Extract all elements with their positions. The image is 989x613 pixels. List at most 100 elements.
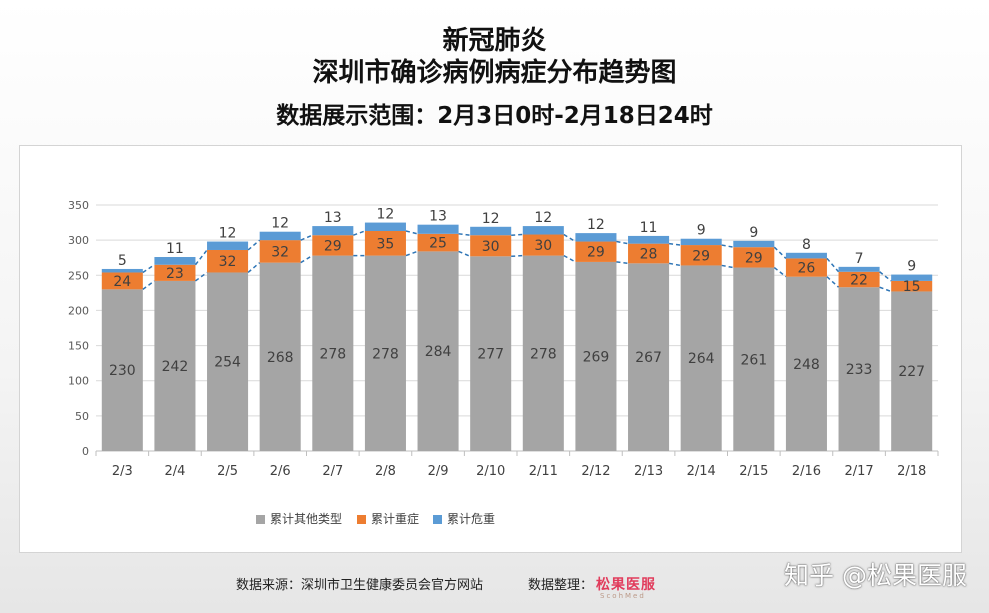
bar-segment xyxy=(785,258,827,277)
data-label: 12 xyxy=(482,211,500,227)
data-label: 28 xyxy=(640,246,658,262)
legend-swatch xyxy=(256,515,265,524)
legend-entry: 累计危重 xyxy=(447,512,495,526)
bar-segment xyxy=(838,266,880,272)
data-label: 8 xyxy=(802,237,811,253)
logo-subtext: ScohMed xyxy=(600,592,646,600)
y-tick-label: 100 xyxy=(68,375,89,388)
data-label: 9 xyxy=(749,225,758,241)
bar-segment xyxy=(101,268,143,273)
bar-segment xyxy=(207,272,249,451)
series-connector-line xyxy=(563,233,576,243)
data-label: 254 xyxy=(214,355,241,371)
series-connector-line xyxy=(247,239,261,251)
y-tick-label: 250 xyxy=(68,269,89,282)
series-connector-line xyxy=(616,261,629,265)
series-connector-line xyxy=(668,262,681,267)
series-connector-line xyxy=(458,250,471,257)
data-label: 11 xyxy=(640,220,658,236)
chart-title-line1: 新冠肺炎 xyxy=(442,26,547,56)
data-label: 267 xyxy=(635,350,662,366)
y-tick-label: 50 xyxy=(75,410,89,423)
bar-segment xyxy=(838,287,880,451)
data-source-note: 数据来源：深圳市卫生健康委员会官方网站 xyxy=(236,578,484,593)
stacked-bar-chart: 0 50 100 150 200 250 300 350 230 24 5 2/3 242 23 11 2/4… xyxy=(68,199,939,526)
bar-segment xyxy=(680,265,722,451)
x-tick-label: 2/8 xyxy=(375,464,396,479)
series-connector-line xyxy=(458,233,471,236)
data-label: 9 xyxy=(697,223,706,239)
data-label: 30 xyxy=(482,239,500,255)
data-label: 13 xyxy=(324,210,342,226)
bar-segment xyxy=(575,241,617,262)
data-label: 268 xyxy=(267,350,294,366)
x-tick-label: 2/3 xyxy=(112,464,133,479)
x-tick-label: 2/7 xyxy=(322,464,343,479)
data-label: 23 xyxy=(166,266,184,282)
data-label: 261 xyxy=(740,352,767,368)
bar-segment xyxy=(680,238,722,246)
bar-segment xyxy=(470,235,512,257)
data-label: 227 xyxy=(898,364,925,380)
bar-segment xyxy=(312,255,354,451)
series-connector-line xyxy=(353,230,366,236)
series-connector-line xyxy=(721,264,734,269)
chart-subtitle: 数据展示范围：2月3日0时-2月18日24时 xyxy=(276,103,713,129)
legend-swatch xyxy=(357,515,366,524)
data-label: 264 xyxy=(688,351,715,367)
data-label: 29 xyxy=(587,245,605,261)
x-tick-label: 2/18 xyxy=(897,464,926,479)
series-connector-line xyxy=(142,280,155,290)
bar-segment xyxy=(891,280,933,292)
bar-segment xyxy=(312,226,354,236)
data-arranger-label: 数据整理： xyxy=(528,578,594,593)
data-label: 5 xyxy=(118,253,127,269)
bar-segment xyxy=(733,247,775,268)
data-label: 26 xyxy=(798,261,816,277)
bar-segment xyxy=(785,252,827,259)
bar-segment xyxy=(364,231,406,256)
legend-entry: 累计重症 xyxy=(371,511,419,526)
x-tick-label: 2/12 xyxy=(581,464,610,479)
bar-segment xyxy=(575,233,617,242)
series-connector-line xyxy=(194,249,208,266)
data-label: 284 xyxy=(425,344,452,360)
data-label: 29 xyxy=(324,238,342,254)
x-tick-label: 2/15 xyxy=(739,464,768,479)
bar-segment xyxy=(522,234,564,256)
series-connector-line xyxy=(721,244,734,248)
series-connector-line xyxy=(511,254,523,258)
y-tick-label: 0 xyxy=(82,445,89,458)
data-label: 29 xyxy=(745,250,763,266)
legend-swatch xyxy=(433,515,442,524)
data-label: 12 xyxy=(377,207,395,223)
data-label: 11 xyxy=(166,241,184,257)
bar-segment xyxy=(891,291,933,451)
bar-segment xyxy=(101,272,143,290)
series-connector-line xyxy=(195,271,208,282)
chart-panel: 0 50 100 150 200 250 300 350 230 24 5 2/3 242 23 11 2/4… xyxy=(19,145,962,553)
data-label: 278 xyxy=(530,346,557,362)
bar-segment xyxy=(575,261,617,451)
x-tick-label: 2/5 xyxy=(217,464,238,479)
logo-text: 松果医服 xyxy=(596,577,656,593)
data-label: 230 xyxy=(109,363,136,379)
bar-segment xyxy=(364,255,406,451)
series-connector-line xyxy=(826,276,840,288)
series-connector-line xyxy=(668,242,681,246)
brand-logo: 松果医服 ScohMed xyxy=(596,570,676,602)
series-connector-line xyxy=(511,233,523,236)
watermark: 知乎 @松果医服 xyxy=(784,561,967,590)
bar-segment xyxy=(417,251,459,451)
bar-segment xyxy=(522,226,564,235)
x-tick-label: 2/10 xyxy=(476,464,505,479)
data-label: 278 xyxy=(319,346,346,362)
data-label: 12 xyxy=(219,226,237,242)
bar-segment xyxy=(733,240,775,248)
bar-segment xyxy=(628,235,670,244)
series-connector-line xyxy=(773,266,787,278)
series-connector-line xyxy=(616,240,629,245)
data-label: 9 xyxy=(907,259,916,275)
data-label: 248 xyxy=(793,357,820,373)
bar-segment xyxy=(154,257,196,265)
